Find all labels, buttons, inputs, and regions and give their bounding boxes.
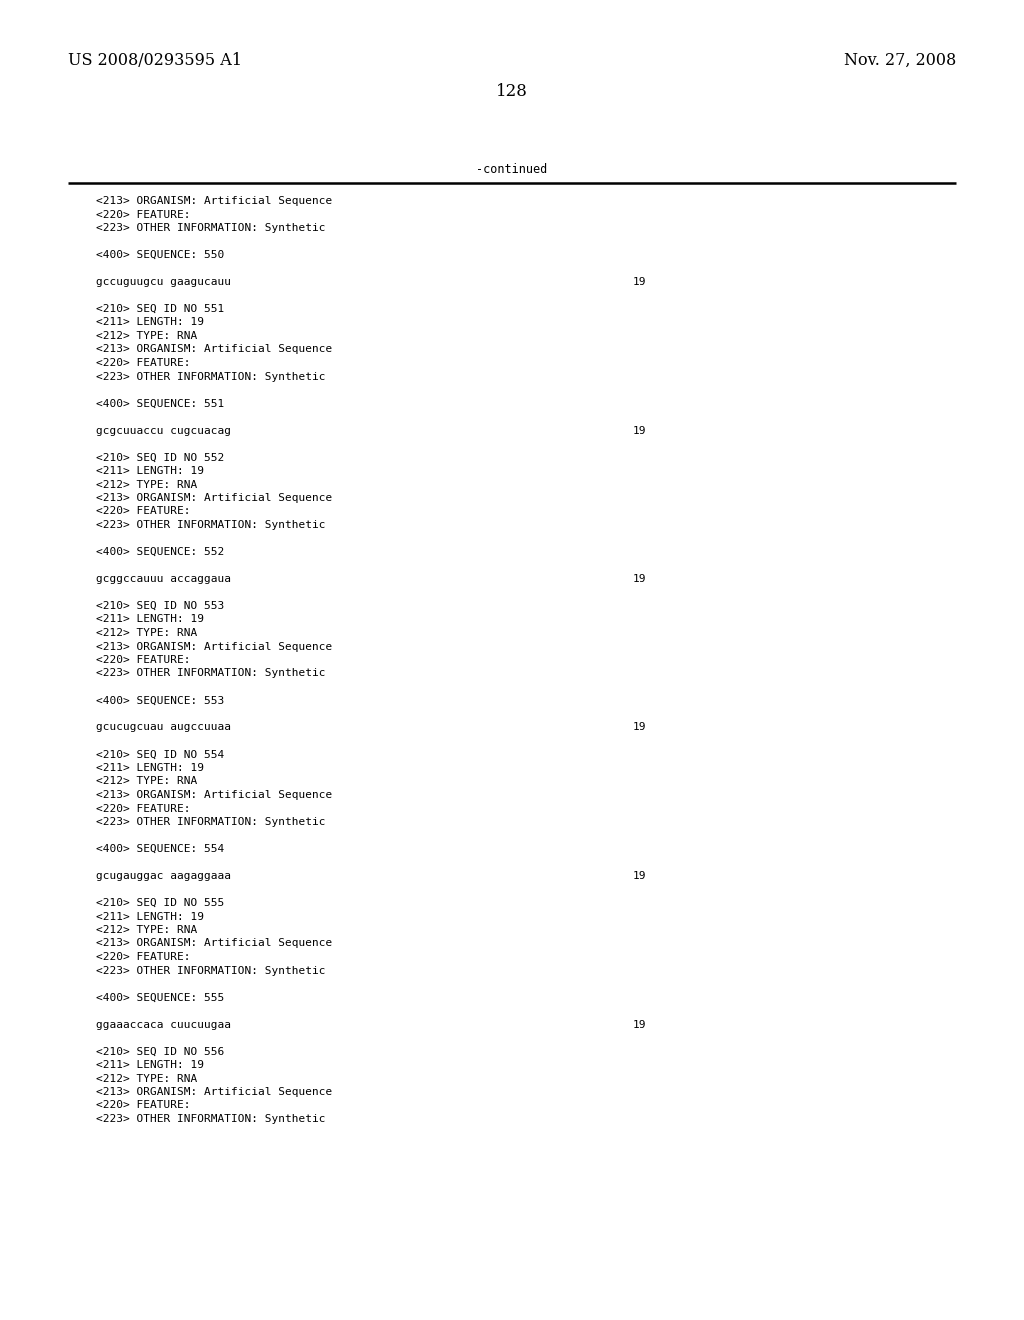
Text: 19: 19 (633, 574, 646, 583)
Text: <223> OTHER INFORMATION: Synthetic: <223> OTHER INFORMATION: Synthetic (96, 965, 326, 975)
Text: 19: 19 (633, 277, 646, 286)
Text: <223> OTHER INFORMATION: Synthetic: <223> OTHER INFORMATION: Synthetic (96, 520, 326, 531)
Text: <210> SEQ ID NO 556: <210> SEQ ID NO 556 (96, 1047, 224, 1056)
Text: <210> SEQ ID NO 551: <210> SEQ ID NO 551 (96, 304, 224, 314)
Text: <223> OTHER INFORMATION: Synthetic: <223> OTHER INFORMATION: Synthetic (96, 371, 326, 381)
Text: <220> FEATURE:: <220> FEATURE: (96, 655, 190, 665)
Text: 128: 128 (496, 83, 528, 100)
Text: ggaaaccaca cuucuugaa: ggaaaccaca cuucuugaa (96, 1019, 231, 1030)
Text: <213> ORGANISM: Artificial Sequence: <213> ORGANISM: Artificial Sequence (96, 642, 332, 652)
Text: <220> FEATURE:: <220> FEATURE: (96, 804, 190, 813)
Text: -continued: -continued (476, 162, 548, 176)
Text: US 2008/0293595 A1: US 2008/0293595 A1 (68, 51, 242, 69)
Text: <212> TYPE: RNA: <212> TYPE: RNA (96, 776, 198, 787)
Text: <213> ORGANISM: Artificial Sequence: <213> ORGANISM: Artificial Sequence (96, 939, 332, 949)
Text: <211> LENGTH: 19: <211> LENGTH: 19 (96, 1060, 204, 1071)
Text: <210> SEQ ID NO 552: <210> SEQ ID NO 552 (96, 453, 224, 462)
Text: <220> FEATURE:: <220> FEATURE: (96, 1101, 190, 1110)
Text: <223> OTHER INFORMATION: Synthetic: <223> OTHER INFORMATION: Synthetic (96, 1114, 326, 1125)
Text: <212> TYPE: RNA: <212> TYPE: RNA (96, 925, 198, 935)
Text: 19: 19 (633, 871, 646, 880)
Text: <213> ORGANISM: Artificial Sequence: <213> ORGANISM: Artificial Sequence (96, 195, 332, 206)
Text: <212> TYPE: RNA: <212> TYPE: RNA (96, 1073, 198, 1084)
Text: <210> SEQ ID NO 555: <210> SEQ ID NO 555 (96, 898, 224, 908)
Text: gcugauggac aagaggaaa: gcugauggac aagaggaaa (96, 871, 231, 880)
Text: <213> ORGANISM: Artificial Sequence: <213> ORGANISM: Artificial Sequence (96, 492, 332, 503)
Text: <211> LENGTH: 19: <211> LENGTH: 19 (96, 912, 204, 921)
Text: <211> LENGTH: 19: <211> LENGTH: 19 (96, 615, 204, 624)
Text: <220> FEATURE:: <220> FEATURE: (96, 507, 190, 516)
Text: <400> SEQUENCE: 552: <400> SEQUENCE: 552 (96, 546, 224, 557)
Text: <210> SEQ ID NO 554: <210> SEQ ID NO 554 (96, 750, 224, 759)
Text: 19: 19 (633, 425, 646, 436)
Text: <213> ORGANISM: Artificial Sequence: <213> ORGANISM: Artificial Sequence (96, 345, 332, 355)
Text: <220> FEATURE:: <220> FEATURE: (96, 210, 190, 219)
Text: gcgcuuaccu cugcuacag: gcgcuuaccu cugcuacag (96, 425, 231, 436)
Text: <212> TYPE: RNA: <212> TYPE: RNA (96, 331, 198, 341)
Text: <223> OTHER INFORMATION: Synthetic: <223> OTHER INFORMATION: Synthetic (96, 223, 326, 234)
Text: gcucugcuau augccuuaa: gcucugcuau augccuuaa (96, 722, 231, 733)
Text: <220> FEATURE:: <220> FEATURE: (96, 952, 190, 962)
Text: <223> OTHER INFORMATION: Synthetic: <223> OTHER INFORMATION: Synthetic (96, 817, 326, 828)
Text: <212> TYPE: RNA: <212> TYPE: RNA (96, 628, 198, 638)
Text: 19: 19 (633, 722, 646, 733)
Text: <212> TYPE: RNA: <212> TYPE: RNA (96, 479, 198, 490)
Text: gcggccauuu accaggaua: gcggccauuu accaggaua (96, 574, 231, 583)
Text: <210> SEQ ID NO 553: <210> SEQ ID NO 553 (96, 601, 224, 611)
Text: Nov. 27, 2008: Nov. 27, 2008 (844, 51, 956, 69)
Text: <223> OTHER INFORMATION: Synthetic: <223> OTHER INFORMATION: Synthetic (96, 668, 326, 678)
Text: <400> SEQUENCE: 554: <400> SEQUENCE: 554 (96, 843, 224, 854)
Text: <400> SEQUENCE: 551: <400> SEQUENCE: 551 (96, 399, 224, 408)
Text: gccuguugcu gaagucauu: gccuguugcu gaagucauu (96, 277, 231, 286)
Text: <220> FEATURE:: <220> FEATURE: (96, 358, 190, 368)
Text: 19: 19 (633, 1019, 646, 1030)
Text: <211> LENGTH: 19: <211> LENGTH: 19 (96, 466, 204, 477)
Text: <400> SEQUENCE: 550: <400> SEQUENCE: 550 (96, 249, 224, 260)
Text: <211> LENGTH: 19: <211> LENGTH: 19 (96, 318, 204, 327)
Text: <213> ORGANISM: Artificial Sequence: <213> ORGANISM: Artificial Sequence (96, 1086, 332, 1097)
Text: <400> SEQUENCE: 555: <400> SEQUENCE: 555 (96, 993, 224, 1002)
Text: <211> LENGTH: 19: <211> LENGTH: 19 (96, 763, 204, 774)
Text: <213> ORGANISM: Artificial Sequence: <213> ORGANISM: Artificial Sequence (96, 789, 332, 800)
Text: <400> SEQUENCE: 553: <400> SEQUENCE: 553 (96, 696, 224, 705)
